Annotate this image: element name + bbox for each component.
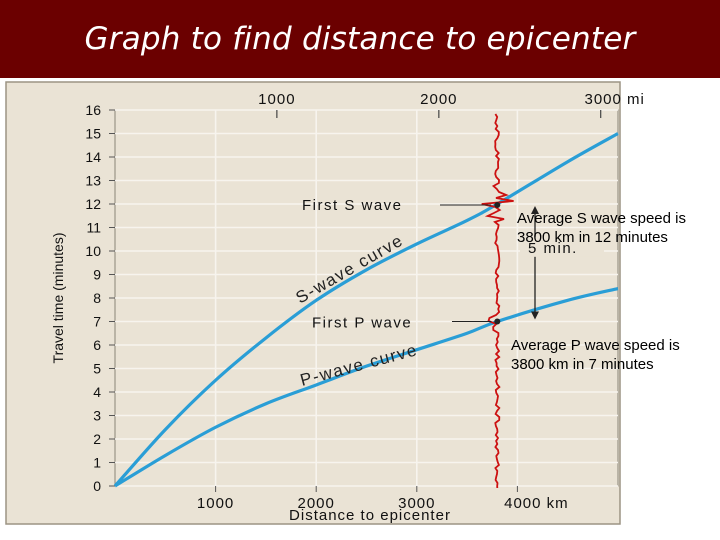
five-minute-label-bg xyxy=(520,236,604,257)
y-tick-label: 6 xyxy=(93,337,101,353)
y-axis-label: Travel time (minutes) xyxy=(50,233,66,364)
s-wave-speed-line-2: 3800 km in 12 minutes xyxy=(517,229,668,246)
seismogram-trace xyxy=(481,113,514,489)
five-minute-arrowhead-down xyxy=(531,311,539,320)
five-minute-label: 5 min. xyxy=(528,240,578,257)
y-tick-label: 3 xyxy=(93,408,101,424)
first-s-wave-label: First S wave xyxy=(302,197,403,214)
y-tick-label: 9 xyxy=(93,267,101,283)
first-p-wave-label: First P wave xyxy=(312,315,412,332)
y-tick-label: 10 xyxy=(85,243,101,259)
first-s-wave-marker xyxy=(494,202,501,208)
y-tick-label: 15 xyxy=(85,126,101,142)
title-bar: Graph to find distance to epicenter xyxy=(0,0,720,78)
y-tick-label: 0 xyxy=(93,478,101,494)
y-tick-label: 12 xyxy=(85,196,101,212)
p-wave-curve-line xyxy=(114,287,619,488)
x-axis-label: Distance to epicenter xyxy=(289,507,451,524)
s-wave-curve-line xyxy=(113,132,619,488)
x-tick-label: 4000 km xyxy=(504,495,569,512)
x-tick-label: 2000 xyxy=(298,495,335,512)
top-axis-label: 2000 xyxy=(420,91,457,108)
y-tick-label: 2 xyxy=(93,431,101,447)
top-axis-label: 3000 mi xyxy=(585,91,645,108)
y-tick-label: 16 xyxy=(85,102,101,118)
five-minute-arrowhead-up xyxy=(531,206,539,214)
y-tick-label: 13 xyxy=(85,173,101,189)
p-wave-speed-line-2: 3800 km in 7 minutes xyxy=(511,356,654,373)
y-tick-label: 1 xyxy=(93,455,101,471)
chart-area: 0 1 2 3 4 5 6 7 8 9 10 11 12 13 14 15 16 1000 2000 3000 4000… xyxy=(0,78,720,540)
p-wave-speed-note: Average P wave speed is 3800 km in 7 min… xyxy=(511,336,680,374)
y-tick-label: 14 xyxy=(85,149,101,165)
x-tick-label: 3000 xyxy=(398,495,435,512)
page-title: Graph to find distance to epicenter xyxy=(84,21,636,57)
y-tick-label: 5 xyxy=(93,361,101,377)
x-tick-label: 1000 xyxy=(197,495,234,512)
top-axis-label: 1000 xyxy=(258,91,295,108)
y-tick-label: 8 xyxy=(93,290,101,306)
first-p-wave-marker xyxy=(494,318,501,325)
s-wave-speed-line-1: Average S wave speed is xyxy=(517,210,686,227)
y-tick-label: 7 xyxy=(93,314,101,330)
y-tick-label: 11 xyxy=(86,220,101,236)
y-tick-label: 4 xyxy=(93,384,101,400)
p-wave-speed-line-1: Average P wave speed is xyxy=(511,337,680,354)
s-wave-speed-note: Average S wave speed is 3800 km in 12 mi… xyxy=(517,209,686,247)
